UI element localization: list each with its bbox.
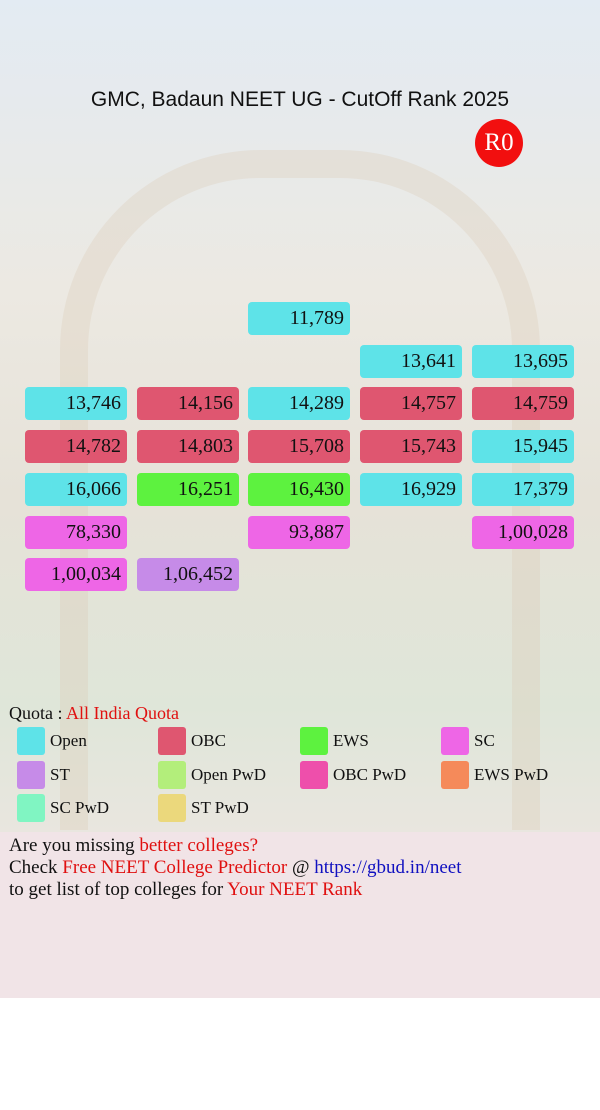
footer-text: to get list of top colleges for bbox=[9, 879, 228, 900]
rank-cell: 15,743 bbox=[360, 430, 462, 464]
footer-line: Check Free NEET College Predictor @ http… bbox=[9, 857, 462, 879]
footer-text: @ bbox=[287, 857, 315, 878]
legend-label: EWS bbox=[333, 731, 369, 750]
legend-label: Open PwD bbox=[191, 764, 267, 784]
rank-cell: 14,289 bbox=[248, 387, 350, 421]
quota-label: Quota : bbox=[9, 703, 66, 723]
rank-cell: 14,803 bbox=[137, 430, 239, 464]
rank-cell: 1,00,028 bbox=[472, 515, 574, 549]
legend-label: SC PwD bbox=[50, 798, 110, 817]
footer-text: Check bbox=[9, 857, 63, 878]
link[interactable]: https://gbud.in/neet bbox=[314, 857, 462, 878]
legend-label: ST PwD bbox=[191, 798, 249, 817]
round-badge: R0 bbox=[475, 119, 523, 167]
rank-cell: 15,708 bbox=[248, 430, 350, 464]
rank-cell: 16,066 bbox=[25, 472, 127, 506]
rank-cell: 14,757 bbox=[360, 387, 462, 421]
quota-line: Quota : All India Quota bbox=[9, 703, 179, 724]
rank-cell: 16,430 bbox=[248, 472, 350, 506]
legend-label: OBC bbox=[191, 731, 226, 750]
rank-cell: 14,156 bbox=[137, 387, 239, 421]
rank-cell: 93,887 bbox=[248, 515, 350, 549]
legend-swatch bbox=[17, 794, 45, 822]
footer-panel: Are you missing better colleges? Check Fr… bbox=[0, 832, 600, 998]
rank-cell: 11,789 bbox=[248, 302, 350, 335]
rank-cell: 1,06,452 bbox=[137, 558, 239, 592]
legend-swatch bbox=[158, 794, 186, 822]
legend-label: SC bbox=[474, 731, 495, 750]
legend-label: Open bbox=[50, 731, 87, 750]
footer-text: better colleges? bbox=[139, 835, 259, 856]
rank-cell: 13,746 bbox=[25, 387, 127, 421]
legend-swatch bbox=[17, 760, 45, 789]
rank-cell: 14,782 bbox=[25, 430, 127, 464]
rank-cell: 1,00,034 bbox=[25, 558, 127, 592]
rank-cell: 14,759 bbox=[472, 387, 574, 421]
legend-swatch bbox=[441, 760, 469, 789]
footer-text: Are you missing bbox=[9, 835, 140, 856]
legend-label: EWS PwD bbox=[474, 764, 549, 784]
legend-swatch bbox=[300, 760, 328, 789]
footer-text: Your NEET Rank bbox=[227, 879, 363, 900]
rank-cell: 78,330 bbox=[25, 515, 127, 549]
legend-swatch bbox=[158, 760, 186, 789]
legend-swatch bbox=[17, 727, 45, 755]
title: GMC, Badaun NEET UG - CutOff Rank 2025 bbox=[90, 88, 510, 111]
rank-cell: 16,929 bbox=[360, 472, 462, 506]
rank-cell: 13,695 bbox=[472, 344, 574, 378]
rank-cell: 16,251 bbox=[137, 472, 239, 506]
legend-swatch bbox=[441, 727, 469, 755]
rank-cell: 13,641 bbox=[360, 344, 462, 378]
rank-cell: 17,379 bbox=[472, 472, 574, 506]
legend-label: ST bbox=[50, 764, 70, 784]
footer-line: Are you missing better colleges? bbox=[9, 835, 258, 857]
rank-cell: 15,945 bbox=[472, 430, 574, 464]
legend-swatch bbox=[300, 727, 328, 755]
footer-text: Free NEET College Predictor bbox=[62, 857, 288, 878]
quota-value: All India Quota bbox=[66, 703, 179, 723]
legend-swatch bbox=[158, 727, 186, 755]
footer-line: to get list of top colleges for Your NEE… bbox=[9, 879, 362, 901]
legend-label: OBC PwD bbox=[333, 764, 407, 784]
